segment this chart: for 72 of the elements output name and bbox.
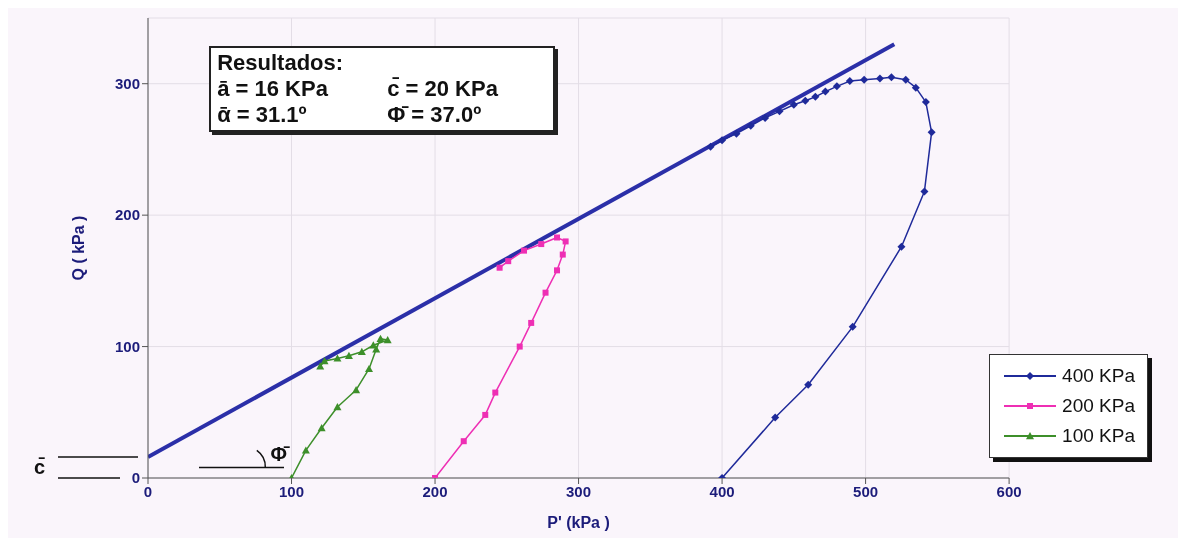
annotation: c̄ = 20 KPa <box>387 76 499 102</box>
legend-label: 100 KPa <box>1062 424 1135 448</box>
x-tick-label: 600 <box>996 482 1022 500</box>
point <box>559 251 566 258</box>
point <box>845 77 854 86</box>
point <box>317 424 326 432</box>
point <box>927 128 936 137</box>
point <box>554 267 561 274</box>
x-tick-label: 500 <box>853 482 879 500</box>
point <box>875 74 884 83</box>
x-tick-label: 200 <box>422 482 448 500</box>
y-tick-label: 300 <box>114 75 140 93</box>
point <box>911 83 920 92</box>
x-axis-title: P' (kPa ) <box>547 514 610 531</box>
point <box>492 389 499 396</box>
point <box>333 403 342 411</box>
point <box>352 385 361 394</box>
point <box>460 438 467 445</box>
point <box>732 129 741 138</box>
point <box>718 136 727 145</box>
point <box>811 92 820 101</box>
point <box>542 289 549 296</box>
point <box>357 347 366 356</box>
x-tick-label: 400 <box>709 482 735 500</box>
point <box>789 100 798 109</box>
point <box>832 82 841 91</box>
legend-label: 400 KPa <box>1062 364 1135 388</box>
point <box>897 242 906 251</box>
point <box>320 357 329 365</box>
point <box>482 411 489 418</box>
point <box>301 446 310 454</box>
point <box>821 87 830 96</box>
annotation: Φ̄ <box>270 442 290 465</box>
point <box>887 73 896 82</box>
point <box>761 113 770 122</box>
point <box>801 96 810 105</box>
point <box>775 107 784 116</box>
point <box>771 413 780 422</box>
legend-label: 200 KPa <box>1062 394 1135 418</box>
text: c̄ <box>34 456 46 479</box>
x-tick-label: 300 <box>566 482 592 500</box>
point <box>848 322 857 331</box>
annotation: Resultados: <box>217 50 345 76</box>
point <box>706 142 715 151</box>
point <box>383 336 392 344</box>
point <box>333 354 342 362</box>
annotation: Φ̄ = 37.0º <box>387 102 483 128</box>
point <box>901 75 910 84</box>
point <box>496 264 503 271</box>
point <box>528 319 535 326</box>
point <box>562 238 569 245</box>
point <box>376 334 385 342</box>
point <box>554 234 561 241</box>
annotation: ᾱ = 31.1º <box>217 102 308 128</box>
point <box>344 351 353 359</box>
point <box>516 343 523 350</box>
x-tick-label: 100 <box>279 482 305 500</box>
point <box>746 121 755 130</box>
y-tick-label: 100 <box>114 337 140 355</box>
y-axis-title: Q ( kPa ) <box>69 215 87 281</box>
point <box>505 258 512 265</box>
point <box>921 98 930 107</box>
point <box>521 247 528 254</box>
point <box>804 380 813 389</box>
y-tick-label: 0 <box>131 469 140 487</box>
point <box>365 364 374 373</box>
annotation: ā = 16 KPa <box>217 76 329 102</box>
x-tick-label: 0 <box>143 482 153 500</box>
point <box>920 187 929 196</box>
point <box>538 241 545 248</box>
point <box>860 75 869 84</box>
y-tick-label: 200 <box>114 206 140 224</box>
